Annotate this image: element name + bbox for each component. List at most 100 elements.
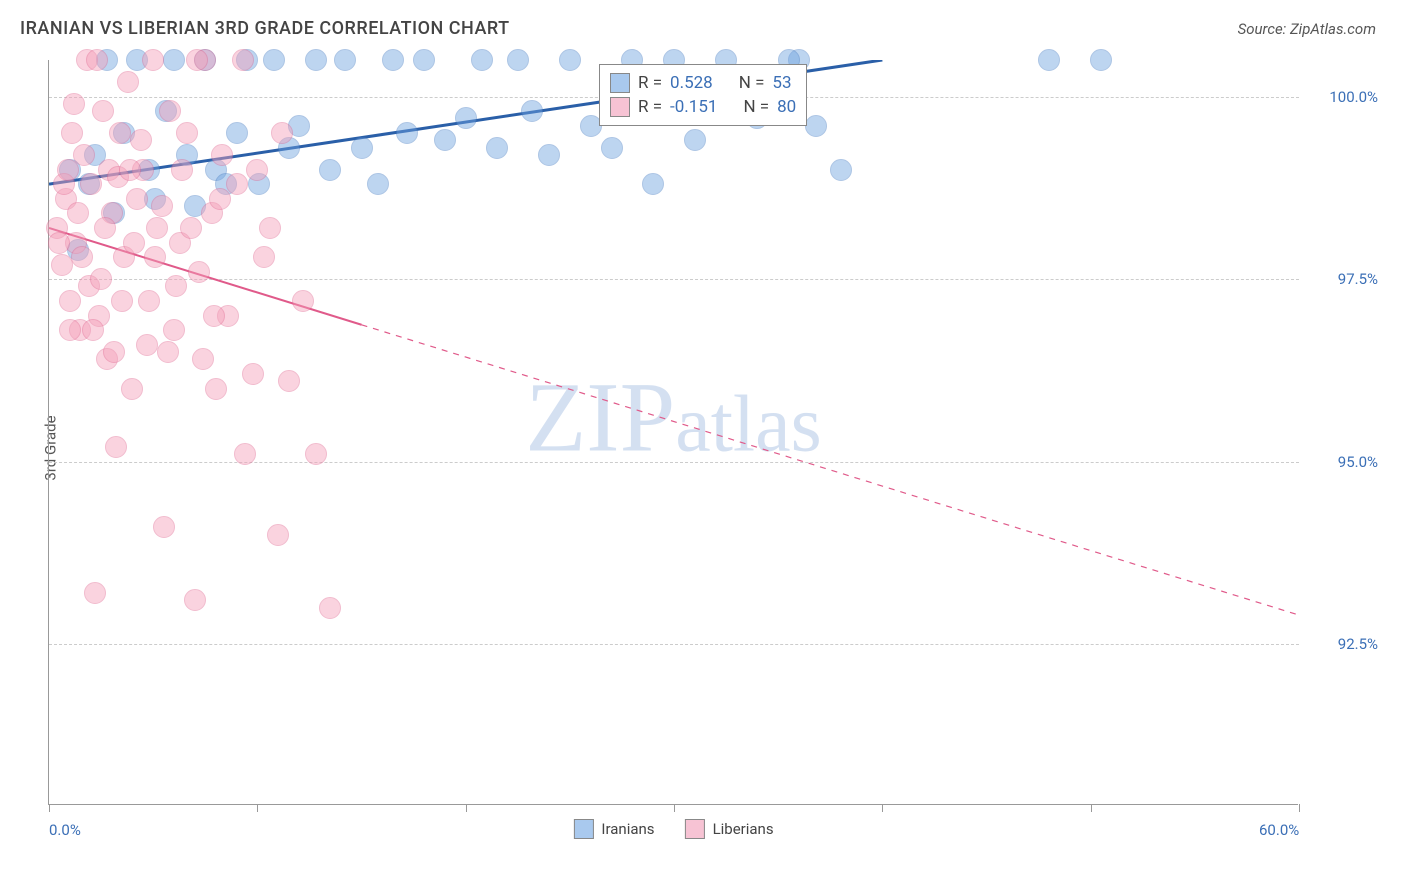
scatter-point bbox=[48, 232, 70, 254]
scatter-point bbox=[521, 100, 543, 122]
r-value: 0.528 bbox=[670, 73, 713, 93]
n-value: 53 bbox=[772, 73, 791, 93]
scatter-point bbox=[159, 100, 181, 122]
scatter-point bbox=[67, 202, 89, 224]
scatter-point bbox=[180, 217, 202, 239]
stats-row: R = -0.151 N = 80 bbox=[610, 95, 796, 119]
chart-container: 3rd Grade ZIPatlas 92.5%95.0%97.5%100.0%… bbox=[48, 60, 1378, 835]
stats-box: R =0.528N =53R =-0.151N =80 bbox=[599, 64, 807, 126]
scatter-point bbox=[80, 173, 102, 195]
chart-title: IRANIAN VS LIBERIAN 3RD GRADE CORRELATIO… bbox=[20, 18, 510, 39]
scatter-point bbox=[109, 122, 131, 144]
chart-source: Source: ZipAtlas.com bbox=[1238, 20, 1376, 38]
scatter-point bbox=[278, 370, 300, 392]
y-tick-label: 100.0% bbox=[1329, 88, 1378, 106]
x-tick bbox=[882, 804, 883, 812]
watermark: ZIPatlas bbox=[525, 360, 822, 475]
scatter-point bbox=[226, 122, 248, 144]
legend-swatch bbox=[685, 819, 705, 839]
n-label: N = bbox=[739, 73, 765, 93]
scatter-point bbox=[413, 49, 435, 71]
bottom-legend: Iranians Liberians bbox=[573, 819, 773, 839]
scatter-point bbox=[126, 188, 148, 210]
scatter-point bbox=[1090, 49, 1112, 71]
scatter-point bbox=[105, 436, 127, 458]
x-tick bbox=[674, 804, 675, 812]
scatter-point bbox=[192, 348, 214, 370]
scatter-point bbox=[188, 261, 210, 283]
scatter-point bbox=[367, 173, 389, 195]
scatter-point bbox=[146, 217, 168, 239]
scatter-point bbox=[163, 319, 185, 341]
scatter-point bbox=[186, 49, 208, 71]
scatter-point bbox=[507, 49, 529, 71]
r-value: -0.151 bbox=[670, 97, 717, 117]
scatter-point bbox=[157, 341, 179, 363]
n-label: N = bbox=[743, 97, 769, 117]
r-label: R = bbox=[638, 73, 662, 93]
scatter-point bbox=[434, 129, 456, 151]
x-tick bbox=[1091, 804, 1092, 812]
x-tick bbox=[1299, 804, 1300, 812]
scatter-point bbox=[90, 268, 112, 290]
scatter-point bbox=[205, 378, 227, 400]
x-tick bbox=[257, 804, 258, 812]
scatter-point bbox=[165, 275, 187, 297]
x-tick-label: 60.0% bbox=[1259, 821, 1299, 839]
legend-item: Liberians bbox=[685, 819, 774, 839]
scatter-point bbox=[71, 246, 93, 268]
y-tick-label: 92.5% bbox=[1338, 635, 1378, 653]
scatter-point bbox=[203, 305, 225, 327]
scatter-point bbox=[292, 290, 314, 312]
scatter-point bbox=[684, 129, 706, 151]
scatter-point bbox=[121, 378, 143, 400]
legend-label: Liberians bbox=[713, 820, 774, 838]
scatter-point bbox=[119, 159, 141, 181]
scatter-point bbox=[642, 173, 664, 195]
x-tick bbox=[49, 804, 50, 812]
scatter-point bbox=[136, 334, 158, 356]
scatter-point bbox=[176, 122, 198, 144]
legend-swatch bbox=[610, 97, 630, 117]
gridline bbox=[49, 644, 1299, 645]
scatter-point bbox=[601, 137, 623, 159]
scatter-point bbox=[123, 232, 145, 254]
scatter-point bbox=[805, 115, 827, 137]
x-tick bbox=[466, 804, 467, 812]
scatter-point bbox=[171, 159, 193, 181]
scatter-point bbox=[142, 49, 164, 71]
y-tick-label: 95.0% bbox=[1338, 453, 1378, 471]
scatter-point bbox=[117, 71, 139, 93]
scatter-point bbox=[259, 217, 281, 239]
n-value: 80 bbox=[777, 97, 796, 117]
scatter-point bbox=[319, 159, 341, 181]
scatter-point bbox=[63, 93, 85, 115]
scatter-point bbox=[153, 516, 175, 538]
scatter-point bbox=[163, 49, 185, 71]
scatter-point bbox=[138, 290, 160, 312]
y-tick-label: 97.5% bbox=[1338, 270, 1378, 288]
scatter-point bbox=[559, 49, 581, 71]
scatter-point bbox=[253, 246, 275, 268]
scatter-point bbox=[382, 49, 404, 71]
legend-swatch bbox=[610, 73, 630, 93]
scatter-point bbox=[242, 363, 264, 385]
legend-item: Iranians bbox=[573, 819, 654, 839]
scatter-point bbox=[84, 582, 106, 604]
scatter-point bbox=[319, 597, 341, 619]
gridline bbox=[49, 279, 1299, 280]
scatter-point bbox=[184, 589, 206, 611]
scatter-point bbox=[232, 49, 254, 71]
scatter-point bbox=[538, 144, 560, 166]
scatter-point bbox=[151, 195, 173, 217]
scatter-point bbox=[246, 159, 268, 181]
scatter-point bbox=[103, 341, 125, 363]
scatter-point bbox=[61, 122, 83, 144]
scatter-point bbox=[234, 443, 256, 465]
scatter-point bbox=[305, 49, 327, 71]
legend-swatch bbox=[573, 819, 593, 839]
scatter-point bbox=[209, 188, 231, 210]
r-label: R = bbox=[638, 97, 662, 117]
scatter-point bbox=[211, 144, 233, 166]
scatter-point bbox=[86, 49, 108, 71]
